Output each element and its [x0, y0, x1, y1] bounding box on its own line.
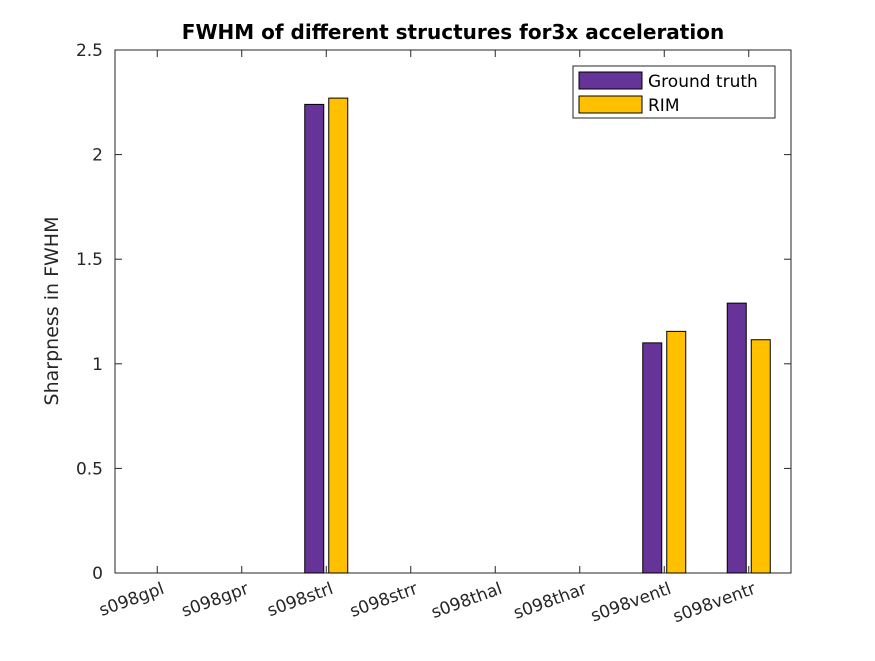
y-tick-label: 2.5 [76, 41, 103, 61]
plot-frame [114, 49, 792, 574]
bar-rim [328, 97, 349, 574]
x-tick-label: s098gpl [97, 579, 167, 621]
x-tick-label: s098ventl [588, 579, 674, 627]
y-tick-label: 2 [92, 146, 103, 166]
bar-ground-truth [726, 302, 747, 574]
bar-ground-truth [642, 342, 663, 574]
y-axis-label: Sharpness in FWHM [41, 217, 63, 406]
y-tick-label: 1.5 [76, 250, 103, 270]
y-tick-label: 0.5 [76, 459, 103, 479]
x-tick-label: s098strr [347, 579, 420, 622]
chart-title: FWHM of different structures for3x accel… [182, 20, 724, 44]
legend-label: Ground truth [648, 72, 758, 92]
x-tick-label: s098gpr [179, 579, 252, 622]
legend-label: RIM [648, 96, 680, 116]
x-tick-label: s098thar [511, 579, 589, 624]
legend: Ground truth RIM [572, 65, 776, 119]
y-tick-label: 0 [92, 564, 103, 584]
x-tick-label: s098thal [429, 579, 505, 623]
legend-swatch [578, 71, 643, 90]
plot-area: 0 0.5 1 1.5 2 2.5 s098gpl s098gpr s098strl s098st… [76, 41, 792, 627]
legend-swatch [578, 95, 643, 114]
bar-ground-truth [304, 103, 325, 574]
bar-rim [666, 330, 687, 574]
bar-rim [750, 339, 771, 574]
y-tick-label: 1 [92, 355, 103, 375]
x-tick-label: s098ventr [671, 579, 759, 627]
x-tick-label: s098strl [265, 579, 336, 621]
